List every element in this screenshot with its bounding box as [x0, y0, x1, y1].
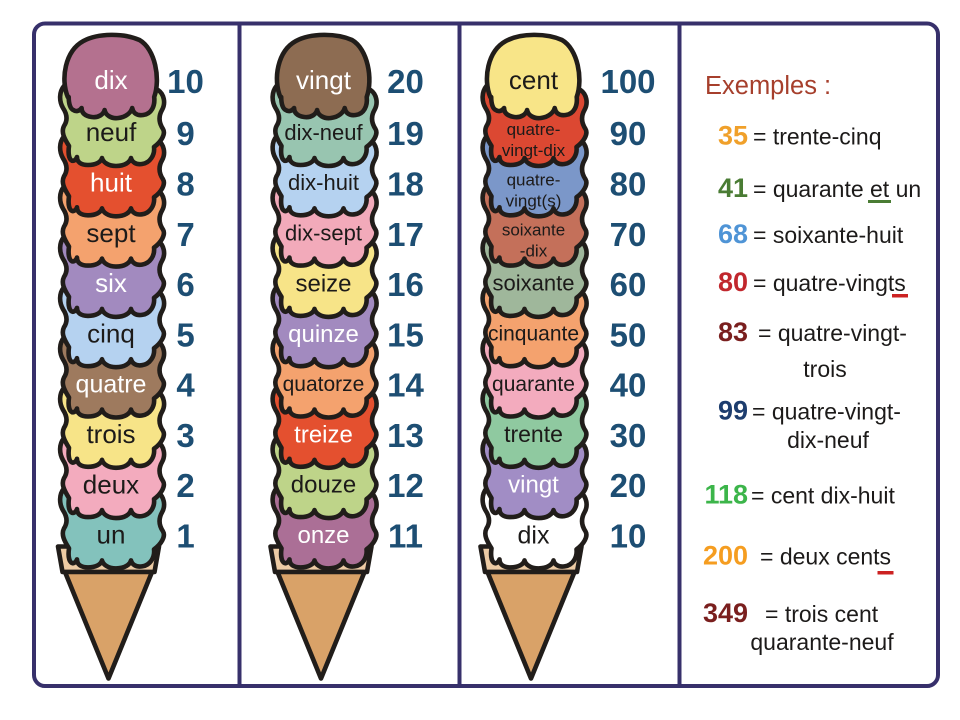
- svg-text:12: 12: [387, 467, 424, 504]
- svg-text:14: 14: [387, 367, 424, 404]
- svg-text:dix-sept: dix-sept: [285, 220, 362, 245]
- svg-text:= deux cents: = deux cents: [760, 544, 891, 570]
- svg-text:treize: treize: [294, 421, 353, 448]
- svg-text:onze: onze: [297, 522, 349, 549]
- svg-text:40: 40: [610, 367, 647, 404]
- svg-text:17: 17: [387, 216, 424, 253]
- svg-text:11: 11: [388, 518, 423, 555]
- svg-text:5: 5: [176, 316, 194, 353]
- svg-text:Exemples :: Exemples :: [705, 72, 831, 100]
- svg-text:six: six: [95, 268, 127, 298]
- svg-text:50: 50: [610, 316, 647, 353]
- svg-text:9: 9: [176, 115, 194, 152]
- svg-text:vingt-dix: vingt-dix: [502, 141, 566, 160]
- svg-text:-dix: -dix: [520, 242, 548, 261]
- svg-text:quatre: quatre: [76, 370, 147, 398]
- svg-text:dix-huit: dix-huit: [288, 170, 359, 195]
- svg-text:quarante: quarante: [492, 373, 575, 396]
- svg-text:70: 70: [610, 216, 647, 253]
- svg-text:2: 2: [176, 467, 194, 504]
- svg-text:80: 80: [610, 165, 647, 202]
- svg-text:cent: cent: [509, 65, 559, 95]
- svg-text:19: 19: [387, 115, 424, 152]
- svg-text:vingt: vingt: [508, 472, 559, 499]
- svg-text:vingt: vingt: [296, 65, 352, 95]
- svg-text:quarante-neuf: quarante-neuf: [750, 629, 894, 655]
- svg-text:quatorze: quatorze: [283, 373, 365, 396]
- svg-text:99: 99: [718, 396, 748, 426]
- svg-text:83: 83: [718, 317, 748, 347]
- svg-text:un: un: [97, 520, 126, 550]
- svg-text:200: 200: [703, 541, 748, 571]
- svg-text:= quarante et un: = quarante et un: [753, 176, 921, 202]
- svg-text:= trente-cinq: = trente-cinq: [753, 124, 882, 150]
- svg-text:trois: trois: [803, 356, 846, 382]
- svg-text:dix-neuf: dix-neuf: [787, 427, 869, 453]
- svg-text:18: 18: [387, 165, 424, 202]
- svg-text:100: 100: [600, 63, 655, 100]
- svg-text:20: 20: [610, 467, 647, 504]
- svg-text:8: 8: [176, 165, 194, 202]
- svg-text:30: 30: [610, 417, 647, 454]
- svg-text:sept: sept: [86, 218, 136, 248]
- svg-text:quinze: quinze: [288, 321, 359, 348]
- svg-text:349: 349: [703, 598, 748, 628]
- svg-text:1: 1: [176, 518, 194, 555]
- svg-text:3: 3: [176, 417, 194, 454]
- svg-text:cinquante: cinquante: [488, 323, 579, 346]
- svg-text:13: 13: [387, 417, 424, 454]
- svg-text:16: 16: [387, 266, 424, 303]
- svg-text:15: 15: [387, 316, 424, 353]
- svg-text:trois: trois: [86, 419, 135, 449]
- svg-text:80: 80: [718, 267, 748, 297]
- svg-text:= cent dix-huit: = cent dix-huit: [751, 483, 895, 509]
- svg-text:= trois cent: = trois cent: [765, 601, 879, 627]
- svg-text:quatre-: quatre-: [507, 120, 561, 139]
- svg-text:soixante: soixante: [502, 221, 565, 240]
- svg-text:41: 41: [718, 173, 748, 203]
- svg-text:68: 68: [718, 219, 748, 249]
- svg-text:seize: seize: [295, 270, 351, 297]
- svg-text:quatre-: quatre-: [507, 170, 561, 189]
- svg-text:dix: dix: [94, 65, 127, 95]
- svg-text:= quatre-vingt-: = quatre-vingt-: [752, 399, 901, 425]
- svg-text:118: 118: [704, 480, 748, 510]
- svg-text:= quatre-vingts: = quatre-vingts: [753, 270, 906, 296]
- svg-text:10: 10: [167, 63, 204, 100]
- svg-text:90: 90: [610, 115, 647, 152]
- svg-text:huit: huit: [90, 168, 133, 198]
- svg-text:cinq: cinq: [87, 319, 135, 349]
- svg-text:vingt(s): vingt(s): [506, 191, 562, 210]
- svg-text:10: 10: [610, 518, 647, 555]
- svg-text:6: 6: [176, 266, 194, 303]
- svg-text:deux: deux: [83, 469, 139, 499]
- svg-text:dix: dix: [518, 521, 550, 549]
- svg-text:= soixante-huit: = soixante-huit: [753, 222, 904, 248]
- svg-text:= quatre-vingt-: = quatre-vingt-: [758, 320, 907, 346]
- svg-text:neuf: neuf: [86, 117, 137, 147]
- svg-text:7: 7: [176, 216, 194, 253]
- svg-text:douze: douze: [291, 472, 356, 499]
- svg-text:soixante: soixante: [493, 271, 575, 296]
- svg-text:20: 20: [387, 63, 424, 100]
- svg-text:35: 35: [718, 121, 748, 151]
- svg-text:60: 60: [610, 266, 647, 303]
- svg-text:4: 4: [176, 367, 195, 404]
- svg-text:trente: trente: [504, 421, 563, 447]
- svg-text:dix-neuf: dix-neuf: [284, 120, 363, 145]
